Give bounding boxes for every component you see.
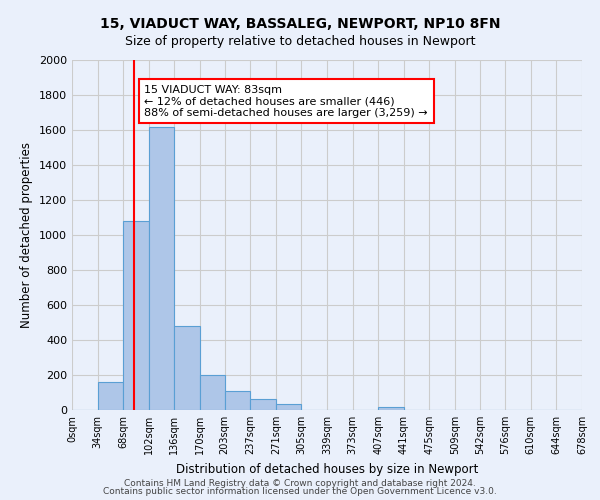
Bar [175,326,200,410]
Bar [123,221,149,410]
Bar [378,406,404,410]
Text: Contains HM Land Registry data © Crown copyright and database right 2024.: Contains HM Land Registry data © Crown c… [124,478,476,488]
Text: 15, VIADUCT WAY, BASSALEG, NEWPORT, NP10 8FN: 15, VIADUCT WAY, BASSALEG, NEWPORT, NP10… [100,18,500,32]
Bar [98,382,123,410]
Text: 15 VIADUCT WAY: 83sqm
← 12% of detached houses are smaller (446)
88% of semi-det: 15 VIADUCT WAY: 83sqm ← 12% of detached … [145,84,428,117]
Bar [276,404,301,410]
Text: Size of property relative to detached houses in Newport: Size of property relative to detached ho… [125,35,475,48]
Bar [149,126,175,410]
Bar [250,398,276,410]
Bar [224,391,250,410]
Text: Contains public sector information licensed under the Open Government Licence v3: Contains public sector information licen… [103,487,497,496]
Bar [200,375,224,410]
X-axis label: Distribution of detached houses by size in Newport: Distribution of detached houses by size … [176,462,478,475]
Y-axis label: Number of detached properties: Number of detached properties [20,142,34,328]
